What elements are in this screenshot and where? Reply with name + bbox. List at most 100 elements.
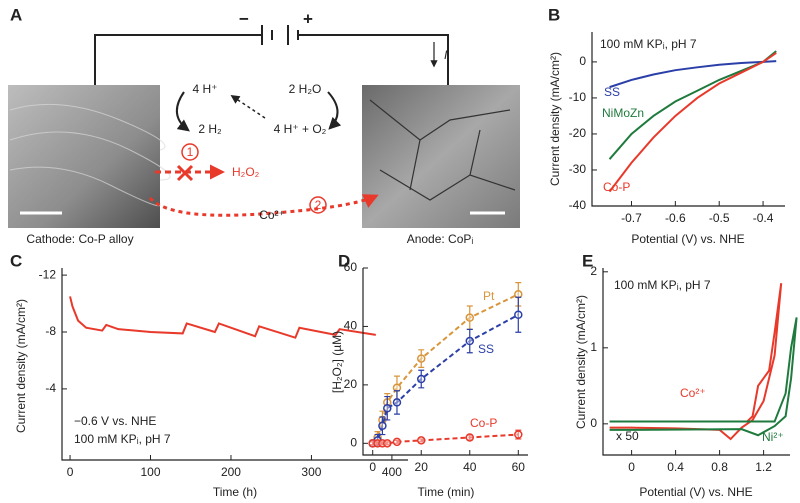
y-tick-label: -12 (39, 267, 57, 281)
circuit-wire (94, 34, 449, 85)
marker (383, 404, 392, 413)
panel-letter: D (338, 251, 350, 270)
marker (514, 430, 523, 439)
step-circle (181, 143, 199, 161)
species: Co²⁺ (259, 208, 285, 222)
annotation: −0.6 V vs. NHE (74, 414, 156, 428)
minus-sign: − (239, 9, 249, 28)
x-tick-label: -0.6 (665, 211, 686, 225)
panel-letter: C (10, 251, 22, 270)
error-bar (379, 416, 386, 436)
anode-image (362, 85, 520, 228)
reaction-arrow (176, 91, 190, 132)
species: 2 H₂O (289, 82, 322, 96)
marker (465, 336, 475, 346)
current-label: I (444, 48, 448, 62)
battery (261, 25, 299, 45)
y-tick-label: -40 (569, 198, 587, 212)
chart-panel: B 100 mM KPᵢ, pH 7 -0.7 -0.6 -0.5 -0.4 -40 -30 -… (548, 5, 785, 246)
x-tick-label: -0.5 (709, 211, 730, 225)
y-axis-label: Current density (mA/cm²) (548, 52, 562, 186)
species: H₂O₂ (232, 165, 260, 179)
y-tick-label: 0 (350, 435, 357, 449)
y-tick-label: -8 (45, 324, 56, 338)
y-axis-label: Current density (mA/cm²) (14, 299, 28, 433)
series-line (372, 433, 519, 445)
x-tick-label: 0.4 (667, 460, 684, 474)
y-tick-label: 0 (590, 416, 597, 430)
marker (465, 433, 475, 442)
panel-letter: E (582, 251, 593, 270)
x-tick-label: 40 (463, 460, 477, 474)
annotation: 100 mM KPᵢ, pH 7 (74, 432, 171, 446)
error-bar (466, 328, 473, 354)
chart-panel: D 0 20 40 60 0 20 40 60 Time (min) [H₂O₂] (µM) Pt SS… (330, 251, 528, 499)
series-label: SS (478, 342, 494, 356)
reaction-arrow (327, 91, 342, 130)
x-tick-label: 100 (140, 465, 160, 479)
x-axis-label: Potential (V) vs. NHE (631, 232, 744, 246)
x-tick-label: 20 (415, 460, 429, 474)
reaction-arrow (230, 95, 266, 119)
y-axis-label: [H₂O₂] (µM) (330, 331, 344, 393)
chart-panel: E 100 mM KPᵢ, pH 7 x 50 0 0.4 0.8 1.2 0 1 2 Potent… (574, 251, 798, 499)
error-bar (418, 369, 425, 389)
error-bar (393, 439, 400, 444)
panel-letter: A (10, 5, 22, 24)
x-tick-label: 200 (221, 465, 241, 479)
y-tick-label: -10 (569, 90, 587, 104)
error-bar (418, 349, 425, 368)
y-tick-label: 2 (590, 264, 597, 278)
panel-a: A − + I 4 H⁺ 2 H₂ 2 H₂O 4 H⁺ + O₂ 1 H₂O₂ (8, 5, 520, 246)
error-bar (384, 395, 391, 421)
y-tick-label: 20 (344, 377, 358, 391)
cathode-label: Cathode: Co-P alloy (26, 232, 133, 246)
y-tick-label: 1 (590, 340, 597, 354)
x-tick-label: 300 (301, 465, 321, 479)
axis (362, 268, 528, 456)
step-circle (309, 196, 327, 214)
series-line (609, 283, 783, 441)
x-axis-label: Time (min) (418, 485, 475, 499)
y-tick-label: 60 (344, 260, 358, 274)
error-bar (393, 390, 400, 415)
y-tick-label: 0 (579, 54, 586, 68)
x-tick-label: 0 (628, 460, 635, 474)
y-tick-label: 40 (344, 319, 358, 333)
species: 4 H⁺ + O₂ (274, 122, 327, 136)
series-line (608, 52, 777, 193)
species: 2 H₂ (198, 122, 222, 136)
cobalt-path (148, 194, 379, 217)
cathode-image (8, 85, 160, 228)
panel-letter: B (548, 5, 560, 24)
error-bar (515, 296, 522, 333)
series-line (609, 60, 777, 89)
x-axis-label: Potential (V) vs. NHE (639, 485, 752, 499)
series-label: Co-P (603, 180, 630, 194)
x-axis-label: Time (h) (213, 485, 257, 499)
x-tick-label: -0.4 (753, 211, 774, 225)
x-tick-label: -0.7 (621, 211, 642, 225)
marker (378, 421, 387, 431)
marker (392, 398, 402, 407)
series-line (372, 313, 519, 445)
marker (416, 354, 426, 363)
axis (602, 268, 790, 456)
marker (416, 374, 426, 384)
annotation: 100 mM KPᵢ, pH 7 (600, 37, 697, 51)
cathode-texture (9, 103, 171, 207)
marker (514, 310, 523, 319)
x-tick-label: 0 (67, 465, 74, 479)
x-tick-label: 0 (369, 460, 376, 474)
series-line (609, 317, 798, 437)
species: 4 H⁺ (192, 82, 217, 96)
series-label: SS (604, 85, 620, 99)
step-number: 1 (187, 145, 194, 159)
cross (176, 164, 194, 182)
series-line (69, 296, 376, 339)
y-tick-label: -4 (45, 381, 56, 395)
series-label: Co²⁺ (680, 386, 706, 400)
annotation: 100 mM KPᵢ, pH 7 (614, 278, 711, 292)
